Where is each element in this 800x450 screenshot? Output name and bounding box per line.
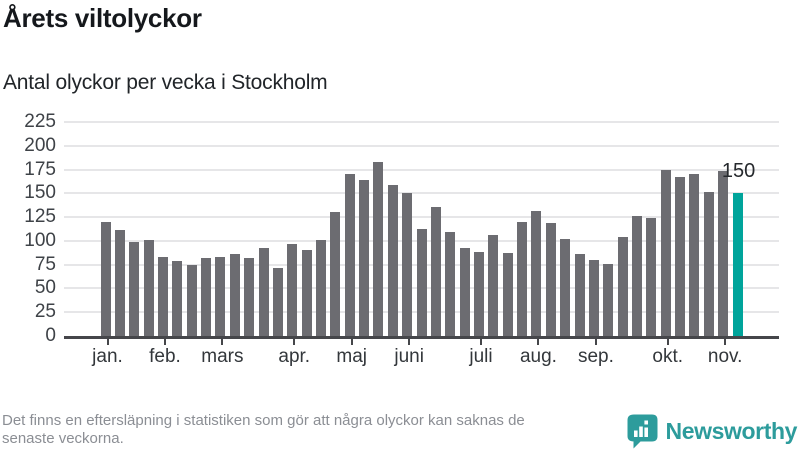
bar-week-16 — [315, 239, 326, 336]
bar-week-42 — [689, 174, 700, 336]
chart-subtitle: Antal olyckor per vecka i Stockholm — [3, 71, 328, 94]
chart-title: Årets viltolyckor — [3, 3, 202, 33]
x-tick-aug — [537, 339, 540, 345]
bar-week-19 — [359, 180, 370, 336]
x-axis-label-okt: okt. — [652, 346, 684, 367]
bar-week-43 — [703, 192, 714, 336]
bar-week-10 — [229, 254, 240, 336]
gridline-225 — [64, 121, 779, 123]
bar-week-36 — [603, 263, 614, 336]
bar-week-30 — [517, 221, 528, 336]
bar-week-24 — [430, 206, 441, 336]
y-axis-label-175: 175 — [24, 158, 56, 180]
bar-week-41 — [675, 177, 686, 336]
x-axis-label-mars: mars — [201, 346, 244, 367]
footer-note: Det finns en eftersläpning i statistiken… — [2, 412, 525, 448]
newsworthy-brand: Newsworthy — [626, 413, 797, 449]
y-axis-label-125: 125 — [24, 206, 56, 228]
y-axis-label-200: 200 — [24, 134, 56, 156]
y-axis-label-225: 225 — [24, 111, 56, 132]
x-axis-label-juni: juni — [394, 346, 424, 367]
bar-week-17 — [330, 212, 341, 336]
x-axis-line — [64, 336, 779, 339]
y-axis-label-50: 50 — [34, 277, 56, 299]
x-tick-nov — [724, 339, 727, 345]
x-tick-jan — [106, 339, 109, 345]
x-tick-feb — [163, 339, 166, 345]
bar-week-44 — [718, 170, 729, 336]
bar-week-29 — [502, 253, 513, 336]
y-axis-label-0: 0 — [45, 325, 56, 346]
bar-week-9 — [215, 257, 226, 336]
x-tick-okt — [666, 339, 669, 345]
x-axis-label-nov: nov. — [707, 346, 743, 367]
bar-week-37 — [617, 237, 628, 336]
x-axis-label-maj: maj — [336, 346, 368, 367]
highlight-value-label: 150 — [721, 160, 756, 183]
gridline-150 — [64, 192, 779, 195]
bar-week-40 — [660, 169, 671, 336]
bar-week-25 — [445, 232, 456, 336]
bar-week-18 — [344, 174, 355, 336]
bar-highlighted-current-week — [732, 193, 743, 336]
footer-note-line2: senaste veckorna. — [2, 430, 124, 447]
y-axis-label-150: 150 — [24, 182, 56, 204]
x-axis-label-aug: aug. — [519, 346, 557, 367]
bar-week-34 — [574, 254, 585, 336]
bar-week-3 — [129, 241, 140, 336]
x-axis-label-juli: juli — [469, 346, 493, 367]
bar-week-13 — [272, 267, 283, 336]
gridline-175 — [64, 168, 779, 171]
x-tick-sep — [594, 339, 597, 345]
y-axis-label-75: 75 — [34, 253, 56, 275]
bar-week-27 — [473, 252, 484, 336]
gridline-125 — [64, 216, 779, 219]
bar-week-12 — [258, 247, 269, 336]
bar-week-14 — [287, 243, 298, 336]
bar-week-35 — [588, 259, 599, 336]
bar-week-11 — [244, 258, 255, 336]
footer-note-line1: Det finns en eftersläpning i statistiken… — [2, 412, 525, 429]
bar-week-6 — [172, 260, 183, 336]
bar-week-15 — [301, 250, 312, 336]
x-tick-juli — [479, 339, 482, 345]
bar-week-7 — [186, 264, 197, 336]
bar-week-5 — [157, 257, 168, 336]
x-tick-maj — [350, 339, 353, 345]
y-axis-label-25: 25 — [34, 301, 56, 323]
bar-week-31 — [531, 211, 542, 336]
bar-week-20 — [373, 161, 384, 336]
bar-week-32 — [545, 222, 556, 336]
bar-week-33 — [560, 238, 571, 336]
newsworthy-logo-text: Newsworthy — [665, 417, 798, 444]
bar-week-1 — [100, 221, 111, 336]
bar-week-38 — [632, 216, 642, 336]
x-axis-label-sep: sep. — [577, 346, 614, 367]
x-axis-label-apr: apr. — [278, 346, 311, 367]
newsworthy-logo-icon — [627, 414, 658, 449]
bar-week-2 — [114, 230, 125, 336]
x-tick-mars — [221, 339, 224, 345]
bar-week-39 — [646, 218, 657, 336]
bar-week-22 — [402, 193, 413, 336]
x-tick-apr — [293, 339, 296, 345]
x-axis-label-jan: jan. — [92, 346, 123, 367]
bar-week-4 — [143, 239, 154, 336]
bar-week-8 — [201, 258, 212, 336]
bar-week-21 — [387, 184, 398, 336]
x-axis-label-feb: feb. — [149, 346, 181, 367]
y-axis-label-100: 100 — [24, 229, 56, 251]
bar-week-26 — [459, 247, 470, 336]
x-tick-juni — [408, 339, 411, 345]
gridline-200 — [64, 144, 779, 147]
bar-week-23 — [416, 229, 427, 336]
bar-week-28 — [488, 235, 499, 336]
